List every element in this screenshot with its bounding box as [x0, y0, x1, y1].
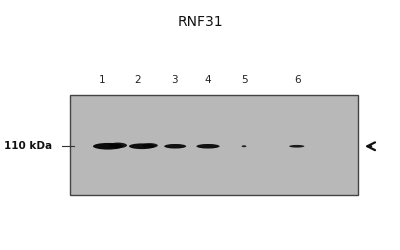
Text: 2: 2 — [135, 75, 141, 85]
Ellipse shape — [109, 142, 127, 148]
Text: 4: 4 — [205, 75, 211, 85]
Text: 110 kDa: 110 kDa — [4, 141, 52, 151]
Ellipse shape — [164, 144, 186, 148]
Text: 1: 1 — [99, 75, 105, 85]
Ellipse shape — [242, 145, 246, 147]
Ellipse shape — [93, 143, 123, 150]
Bar — [70, 95, 358, 195]
Text: 3: 3 — [171, 75, 177, 85]
Ellipse shape — [289, 145, 304, 148]
Ellipse shape — [129, 144, 155, 149]
Text: 5: 5 — [241, 75, 247, 85]
Text: 6: 6 — [295, 75, 301, 85]
Ellipse shape — [142, 143, 158, 148]
Ellipse shape — [196, 144, 220, 148]
Text: RNF31: RNF31 — [177, 15, 223, 29]
